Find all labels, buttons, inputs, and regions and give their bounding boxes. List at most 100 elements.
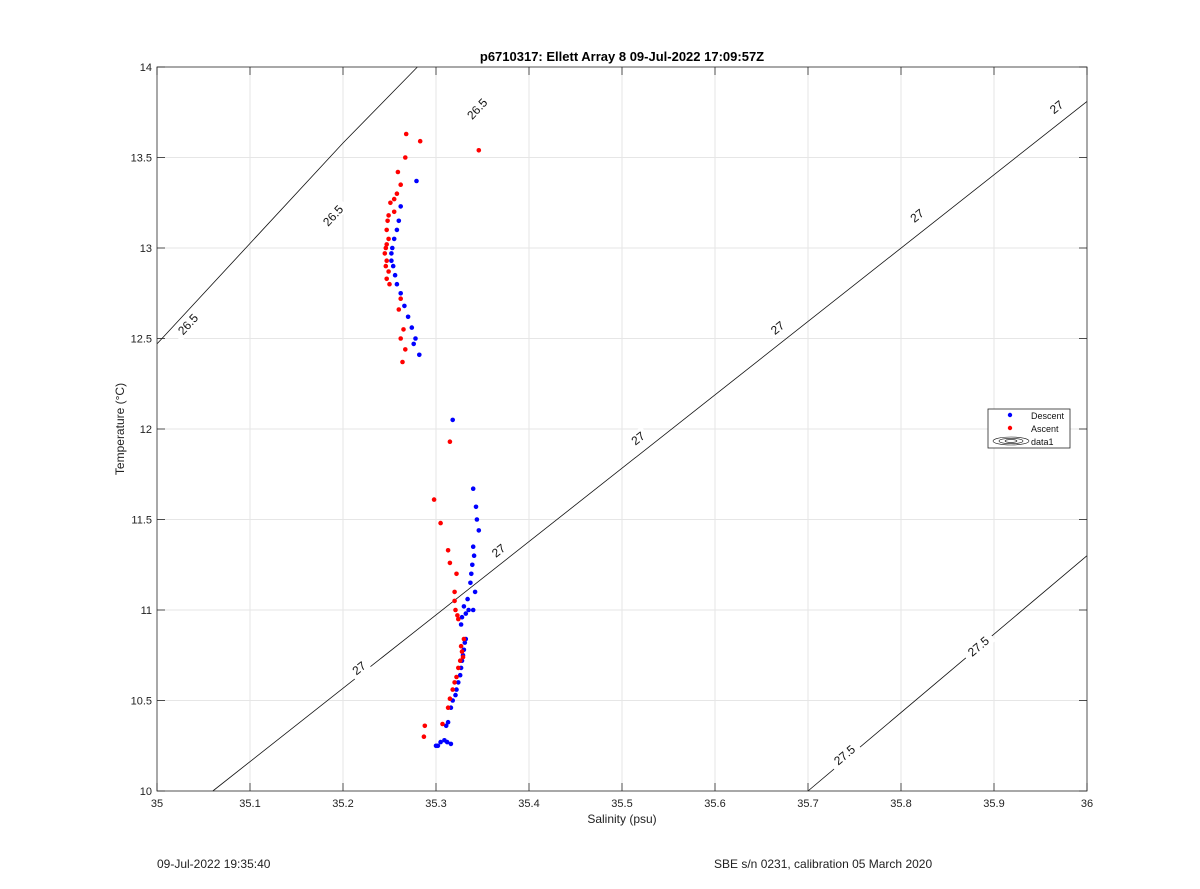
- point-descent: [471, 553, 477, 558]
- y-tick-label: 10.5: [131, 696, 152, 708]
- point-ascent: [403, 131, 409, 137]
- point-ascent: [458, 643, 464, 649]
- contour-label: 27: [486, 538, 511, 562]
- point-ascent: [457, 658, 463, 663]
- point-ascent: [450, 687, 456, 692]
- point-descent: [466, 607, 471, 613]
- y-tick-label: 12: [140, 424, 152, 436]
- point-ascent: [395, 169, 401, 175]
- point-ascent: [454, 571, 459, 577]
- point-ascent: [384, 227, 390, 233]
- point-descent: [411, 341, 417, 347]
- point-ascent: [461, 636, 467, 642]
- point-descent: [470, 562, 475, 568]
- point-descent: [391, 236, 397, 242]
- point-descent: [394, 281, 400, 287]
- point-descent: [454, 687, 459, 692]
- point-descent: [389, 251, 394, 256]
- contour-line: [156, 66, 418, 345]
- point-descent: [462, 640, 468, 645]
- grid: [157, 67, 1087, 791]
- point-ascent: [403, 347, 408, 352]
- point-descent: [465, 596, 470, 602]
- point-descent: [450, 417, 456, 423]
- point-descent: [470, 544, 476, 549]
- point-descent: [443, 723, 449, 729]
- y-tick-label: 13.5: [131, 153, 152, 165]
- x-tick-label: 35.8: [890, 798, 911, 810]
- point-ascent: [453, 607, 458, 613]
- point-descent: [445, 719, 451, 725]
- point-descent: [392, 272, 398, 278]
- contour-label-bg: [486, 538, 511, 562]
- point-ascent: [398, 336, 404, 341]
- point-ascent: [384, 258, 390, 264]
- legend-contour-icon: [992, 436, 1030, 446]
- point-ascent: [386, 236, 391, 242]
- point-ascent: [383, 263, 389, 269]
- point-ascent: [398, 296, 404, 302]
- point-ascent: [391, 196, 397, 202]
- x-tick-label: 35.9: [983, 798, 1004, 810]
- contour-label: 27: [346, 656, 371, 680]
- point-descent: [413, 336, 418, 341]
- contour-label: 27: [625, 426, 650, 450]
- point-ascent: [401, 327, 406, 332]
- x-tick-label: 35.5: [611, 798, 632, 810]
- point-ascent: [452, 680, 457, 685]
- x-tick-label: 35.2: [332, 798, 353, 810]
- point-descent: [463, 611, 469, 616]
- point-descent: [405, 314, 411, 320]
- point-descent: [390, 263, 396, 269]
- contour-label-bg: [625, 426, 650, 450]
- x-tick-label: 35.7: [797, 798, 818, 810]
- point-ascent: [440, 721, 445, 727]
- point-descent: [468, 580, 473, 586]
- contour-label-bg: [316, 198, 350, 233]
- point-ascent: [447, 696, 453, 701]
- x-axis-label: Salinity (psu): [587, 812, 656, 826]
- point-ascent: [383, 245, 389, 251]
- point-ascent: [459, 649, 465, 654]
- y-tick-label: 11: [141, 605, 152, 617]
- point-ascent: [456, 665, 461, 671]
- contour-label: 27: [765, 315, 790, 340]
- x-tick-label: 35: [151, 798, 163, 810]
- point-ascent: [421, 734, 427, 739]
- point-ascent: [384, 276, 390, 282]
- point-ascent: [452, 598, 457, 604]
- point-ascent: [455, 613, 460, 618]
- point-ascent: [417, 138, 423, 144]
- point-ascent: [454, 674, 459, 680]
- legend-descent-label: Descent: [1031, 411, 1065, 421]
- y-tick-label: 10: [140, 786, 152, 798]
- point-ascent: [382, 251, 388, 256]
- y-tick-label: 13: [140, 243, 152, 255]
- x-tick-label: 35.1: [239, 798, 260, 810]
- contour-label-bg: [460, 91, 494, 126]
- point-descent: [402, 303, 407, 309]
- x-tick-label: 35.6: [704, 798, 725, 810]
- point-descent: [470, 607, 476, 613]
- point-ascent: [445, 548, 451, 553]
- contour-label: 27: [1044, 95, 1069, 119]
- point-descent: [470, 486, 476, 492]
- point-descent: [476, 528, 482, 533]
- legend-descent-marker: [1007, 412, 1013, 418]
- y-tick-label: 14: [140, 62, 152, 74]
- point-ascent: [460, 654, 466, 660]
- point-descent: [461, 604, 467, 609]
- point-ascent: [386, 213, 391, 218]
- point-descent: [459, 614, 465, 620]
- point-ascent: [384, 242, 390, 247]
- y-tick-label: 12.5: [131, 334, 152, 346]
- point-descent: [456, 680, 461, 685]
- contour-label-bg: [960, 629, 996, 663]
- point-ascent: [385, 218, 390, 224]
- y-axis-label: Temperature (°C): [113, 383, 127, 475]
- point-descent: [398, 291, 404, 296]
- point-ascent: [438, 520, 443, 526]
- contour-label-bg: [346, 656, 371, 680]
- point-ascent: [386, 269, 391, 274]
